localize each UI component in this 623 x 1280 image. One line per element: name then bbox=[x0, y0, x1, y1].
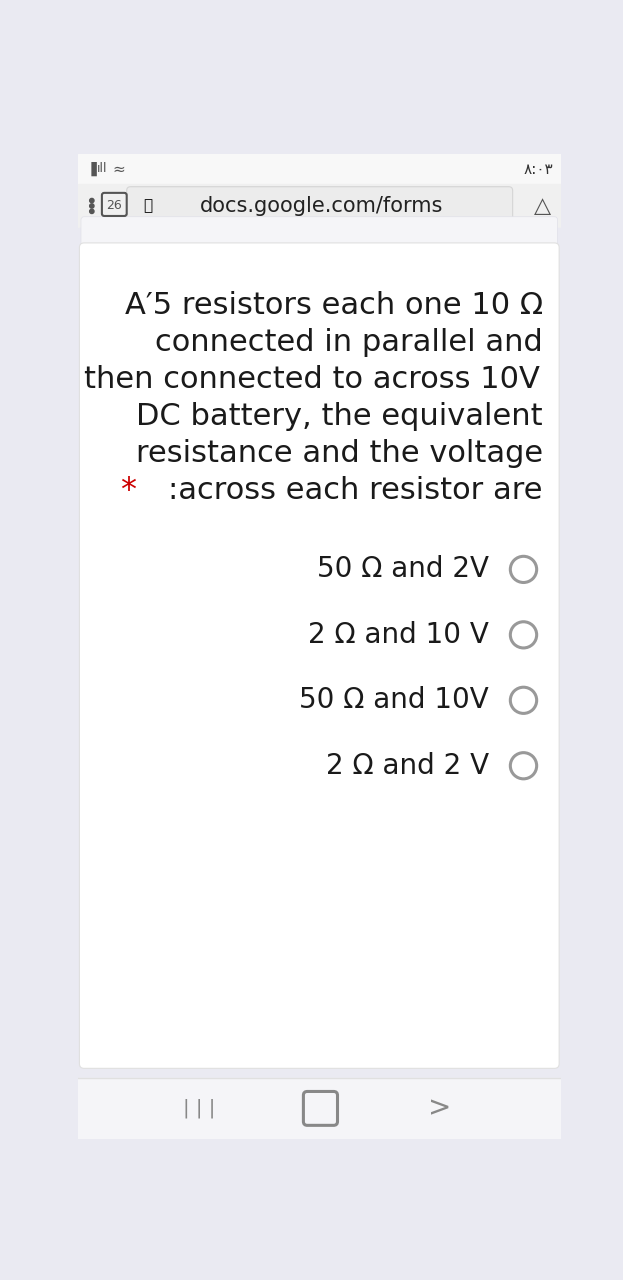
Text: ▐: ▐ bbox=[85, 161, 96, 177]
Bar bbox=[78, 228, 561, 250]
Text: ≈: ≈ bbox=[112, 161, 125, 177]
Text: 50 Ω and 10V: 50 Ω and 10V bbox=[299, 686, 488, 714]
Circle shape bbox=[90, 204, 94, 209]
Text: ٨:٠٣: ٨:٠٣ bbox=[523, 161, 553, 177]
Text: ıll: ıll bbox=[97, 163, 107, 175]
Text: :across each resistor are: :across each resistor are bbox=[168, 476, 543, 504]
Text: A′5 resistors each one 10 Ω: A′5 resistors each one 10 Ω bbox=[125, 291, 543, 320]
Bar bbox=[78, 184, 561, 228]
Text: 26: 26 bbox=[107, 198, 122, 211]
Text: docs.google.com/forms: docs.google.com/forms bbox=[201, 196, 444, 216]
Circle shape bbox=[90, 198, 94, 202]
Text: *: * bbox=[120, 475, 136, 506]
FancyBboxPatch shape bbox=[126, 187, 513, 224]
Text: △: △ bbox=[535, 196, 551, 216]
Text: >: > bbox=[428, 1094, 452, 1123]
Bar bbox=[78, 154, 561, 184]
Text: 2 Ω and 10 V: 2 Ω and 10 V bbox=[308, 621, 488, 649]
Text: then connected to across 10V: then connected to across 10V bbox=[84, 365, 540, 394]
FancyBboxPatch shape bbox=[79, 243, 559, 1069]
Text: 50 Ω and 2V: 50 Ω and 2V bbox=[316, 556, 488, 584]
Text: 🔒: 🔒 bbox=[143, 198, 152, 214]
FancyBboxPatch shape bbox=[81, 216, 558, 250]
Text: 2 Ω and 2 V: 2 Ω and 2 V bbox=[325, 751, 488, 780]
Text: DC battery, the equivalent: DC battery, the equivalent bbox=[136, 402, 543, 430]
Circle shape bbox=[90, 209, 94, 214]
Bar bbox=[78, 1078, 561, 1139]
Text: resistance and the voltage: resistance and the voltage bbox=[136, 439, 543, 467]
Text: connected in parallel and: connected in parallel and bbox=[155, 328, 543, 357]
Text: | | |: | | | bbox=[183, 1098, 215, 1119]
